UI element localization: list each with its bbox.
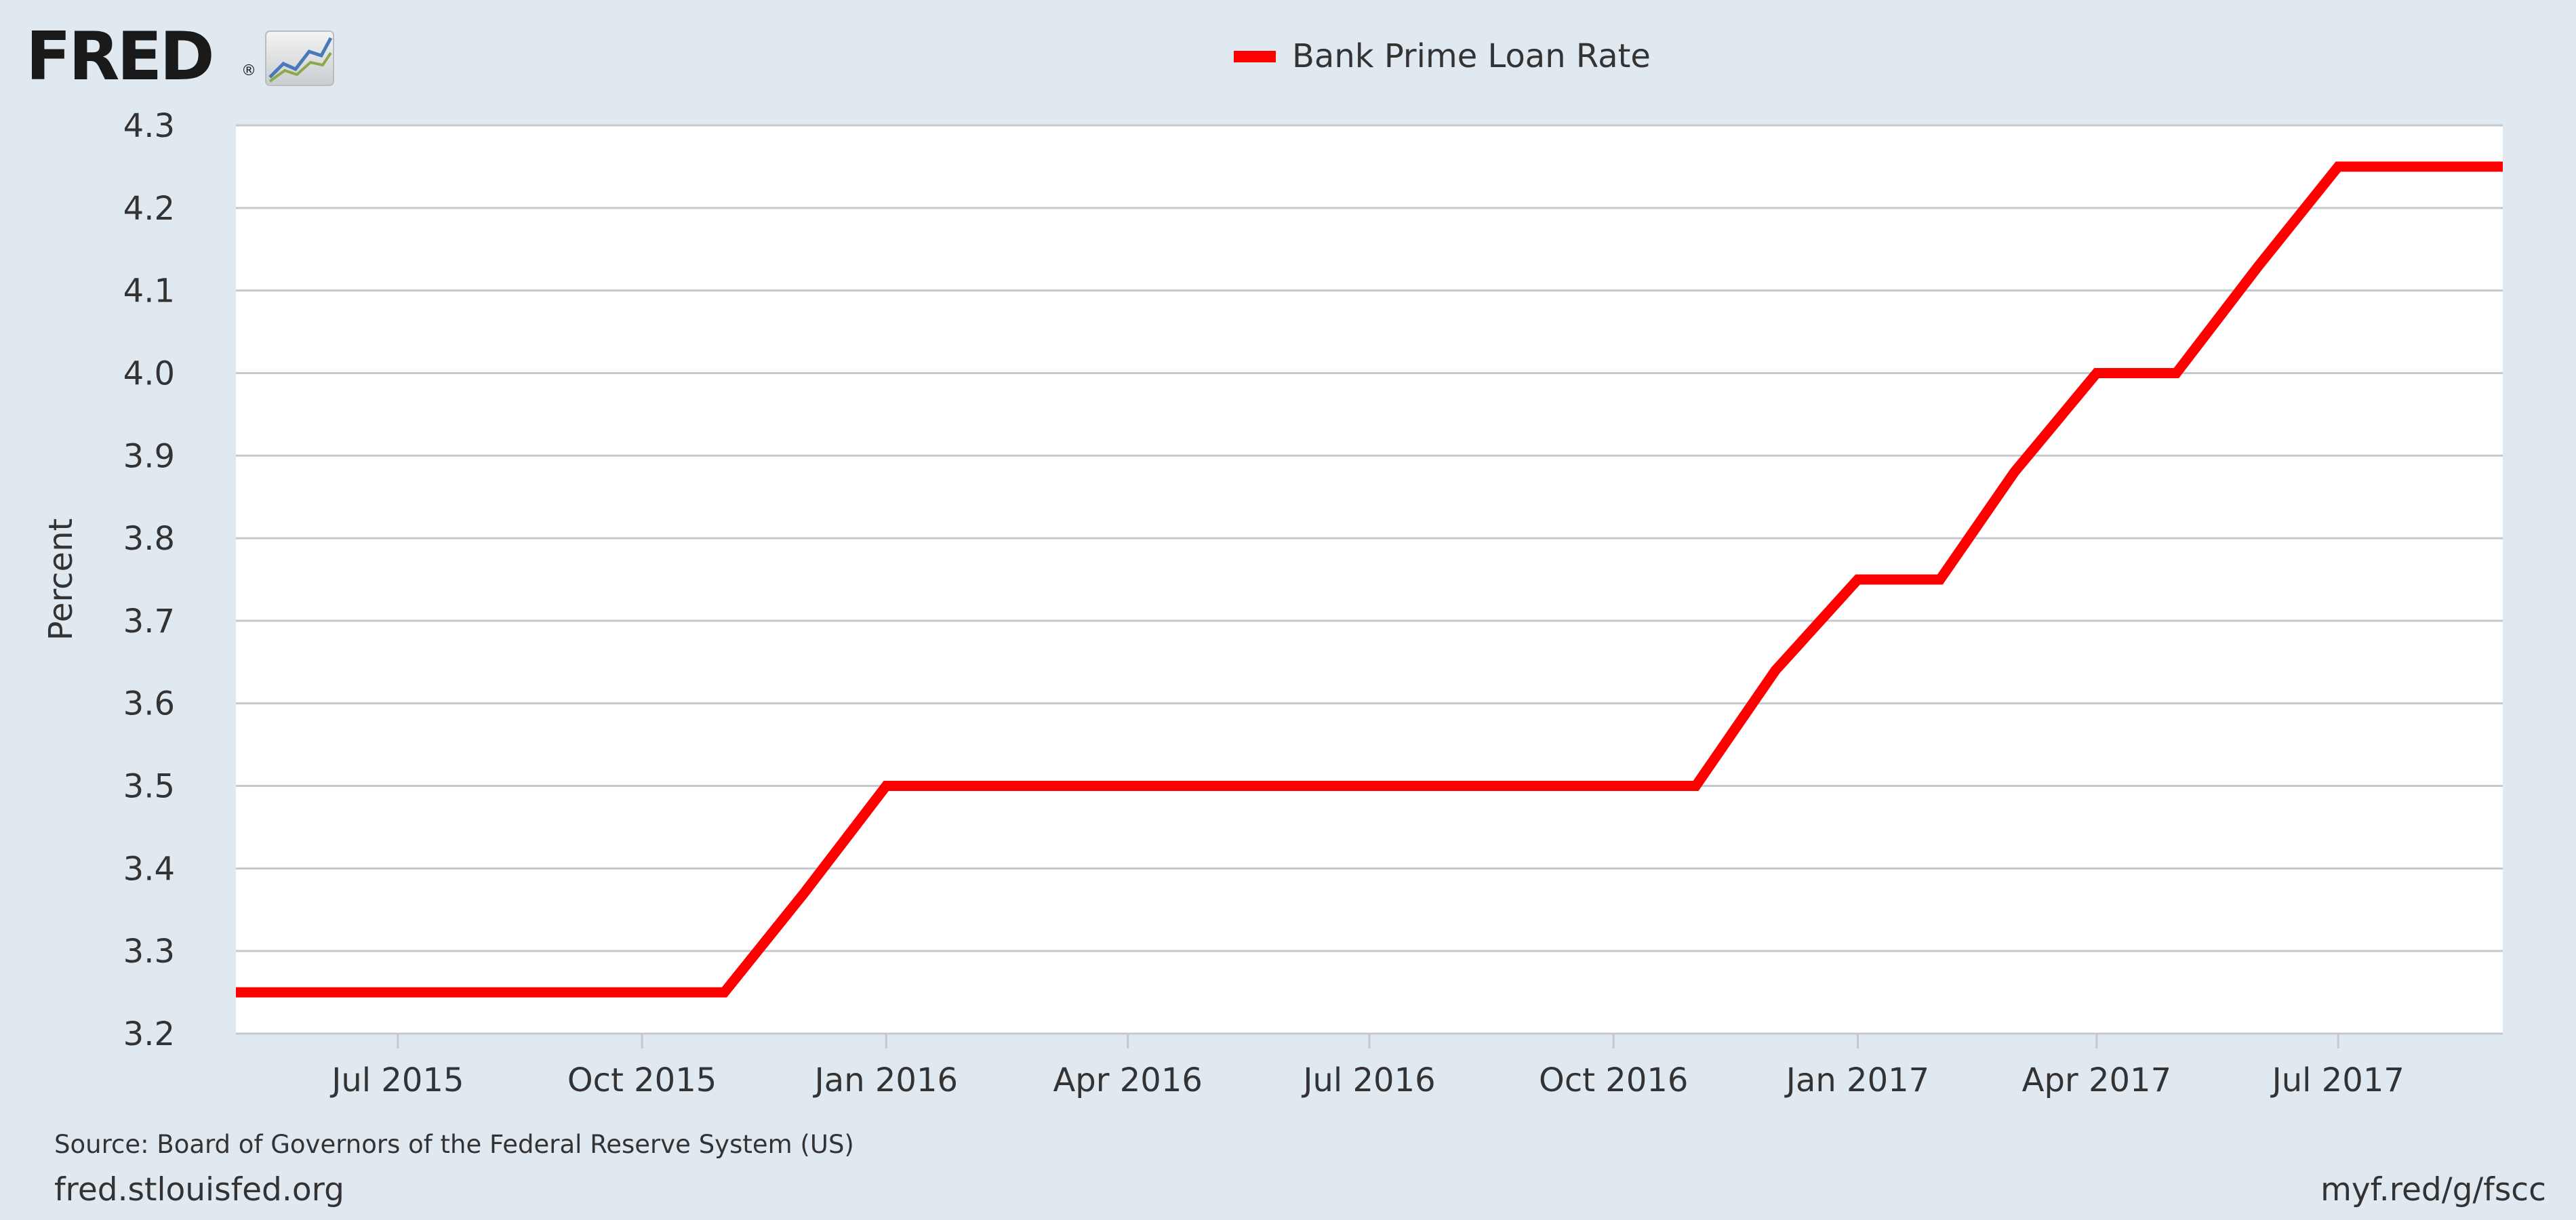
fred-logo-text: FRED <box>26 18 215 96</box>
fred-logo: FRED ® <box>26 18 334 96</box>
short-url[interactable]: myf.red/g/fscc <box>2320 1171 2546 1208</box>
y-tick-label: 4.3 <box>123 107 175 145</box>
y-tick-label: 3.3 <box>123 933 175 971</box>
chart-legend: Bank Prime Loan Rate <box>1234 33 1651 80</box>
x-tick-label: Oct 2016 <box>1539 1061 1688 1099</box>
y-tick-label: 4.1 <box>123 272 175 310</box>
fred-graph-icon <box>265 30 334 86</box>
legend-swatch <box>1234 50 1276 62</box>
y-tick-label: 3.2 <box>123 1015 175 1053</box>
site-url[interactable]: fred.stlouisfed.org <box>54 1171 344 1208</box>
y-tick-label: 3.5 <box>123 768 175 806</box>
legend-label: Bank Prime Loan Rate <box>1292 37 1651 75</box>
y-tick-label: 3.6 <box>123 685 175 723</box>
y-tick-label: 3.7 <box>123 603 175 640</box>
y-tick-label: 4.2 <box>123 190 175 228</box>
x-tick-label: Jul 2017 <box>2270 1061 2404 1099</box>
x-tick-label: Jan 2016 <box>813 1061 958 1099</box>
x-tick-label: Apr 2016 <box>1053 1061 1202 1099</box>
y-tick-label: 4.0 <box>123 354 175 392</box>
x-tick-label: Oct 2015 <box>567 1061 717 1099</box>
y-axis-label: Percent <box>42 518 80 641</box>
source-note: Source: Board of Governors of the Federa… <box>54 1130 854 1159</box>
plot-area <box>236 125 2503 1034</box>
y-tick-label: 3.4 <box>123 850 175 888</box>
y-tick-label: 3.9 <box>123 437 175 475</box>
registered-mark: ® <box>241 62 256 79</box>
x-tick-label: Apr 2017 <box>2022 1061 2171 1099</box>
x-tick-label: Jul 2016 <box>1301 1061 1435 1099</box>
x-tick-label: Jan 2017 <box>1784 1061 1929 1099</box>
x-tick-label: Jul 2015 <box>329 1061 464 1099</box>
y-tick-label: 3.8 <box>123 520 175 558</box>
